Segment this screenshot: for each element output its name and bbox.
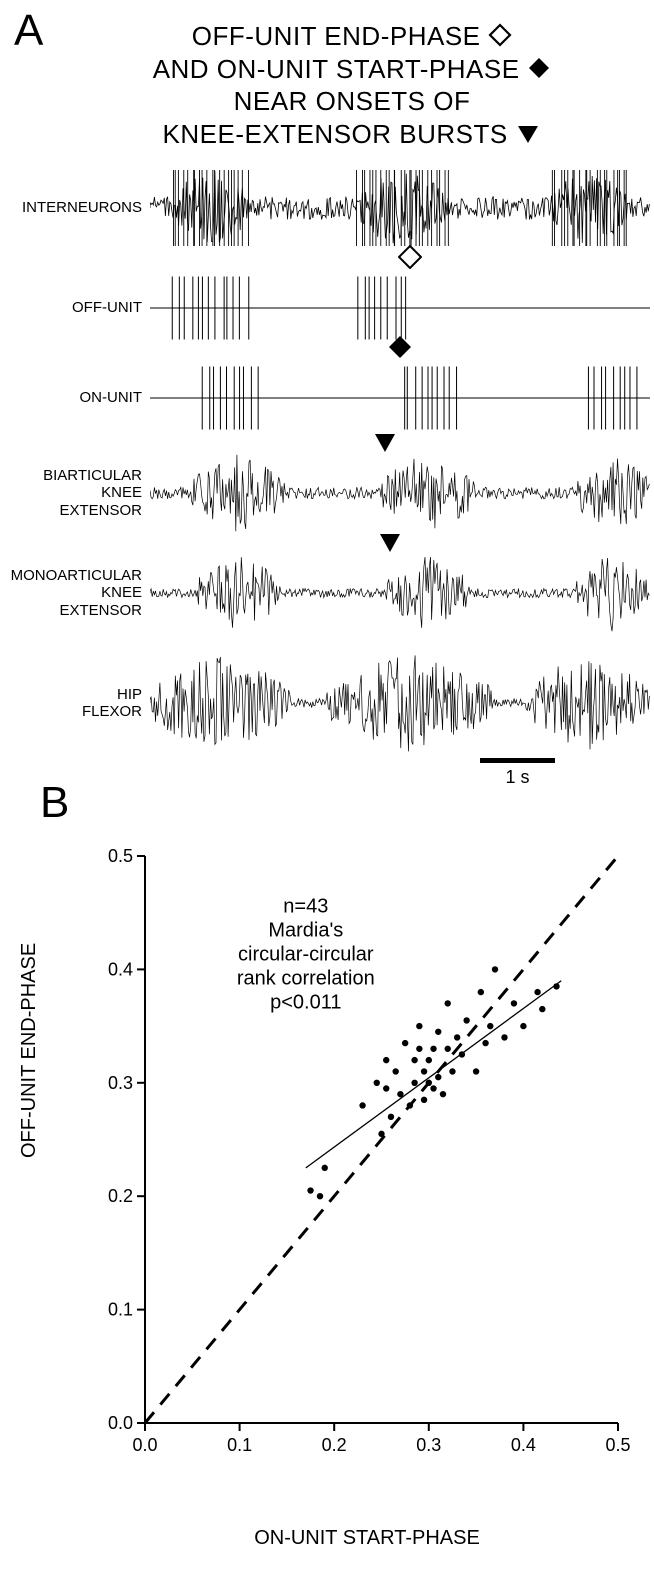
y-axis-label: OFF-UNIT END-PHASE xyxy=(18,943,41,1158)
trace-row: INTERNEURONS xyxy=(0,168,654,248)
svg-text:rank correlation: rank correlation xyxy=(237,968,375,990)
svg-text:circular-circular: circular-circular xyxy=(238,944,374,966)
panel-b: B 0.0 0.1 0.2 0.3 0.4 0.5 0.0 0.1 0.2 0.3 0.4 0.5 n=… xyxy=(0,778,654,1558)
svg-text:0.5: 0.5 xyxy=(108,846,133,866)
svg-text:0.1: 0.1 xyxy=(227,1435,252,1455)
svg-text:0.2: 0.2 xyxy=(108,1186,133,1206)
open-diamond-icon xyxy=(398,245,422,274)
trace-waveform xyxy=(150,363,654,433)
trace-label: BIARTICULARKNEEEXTENSOR xyxy=(0,467,150,519)
trace-label: OFF-UNIT xyxy=(0,299,150,316)
trace-row: HIPFLEXOR xyxy=(0,653,654,753)
svg-text:n=43: n=43 xyxy=(283,896,328,918)
title-line-4: KNEE-EXTENSOR BURSTS xyxy=(163,119,508,149)
svg-text:0.3: 0.3 xyxy=(108,1073,133,1093)
trace-row: MONOARTICULARKNEEEXTENSOR xyxy=(0,553,654,633)
title-line-1: OFF-UNIT END-PHASE xyxy=(192,21,481,51)
trace-waveform xyxy=(150,553,654,633)
trace-row: BIARTICULARKNEEEXTENSOR xyxy=(0,453,654,533)
filled-diamond-icon xyxy=(388,335,412,364)
title-line-3: NEAR ONSETS OF xyxy=(70,85,634,118)
scatter-svg: 0.0 0.1 0.2 0.3 0.4 0.5 0.0 0.1 0.2 0.3 0.4 0.5 n=43… xyxy=(90,838,630,1478)
trace-row: OFF-UNIT xyxy=(0,273,654,343)
svg-text:0.0: 0.0 xyxy=(108,1413,133,1433)
svg-text:Mardia's: Mardia's xyxy=(268,920,343,942)
trace-label: HIPFLEXOR xyxy=(0,686,150,721)
trace-label: INTERNEURONS xyxy=(0,199,150,216)
svg-text:0.5: 0.5 xyxy=(605,1435,630,1455)
panel-a-title: OFF-UNIT END-PHASE AND ON-UNIT START-PHA… xyxy=(0,0,654,150)
title-line-2: AND ON-UNIT START-PHASE xyxy=(153,54,520,84)
open-diamond-icon xyxy=(488,23,512,47)
trace-waveform xyxy=(150,453,654,533)
trace-area: INTERNEURONS OFF-UNIT ON-UNIT BIARTICULARKN… xyxy=(0,168,654,778)
x-axis-label: ON-UNIT START-PHASE xyxy=(0,1527,654,1550)
svg-text:0.4: 0.4 xyxy=(511,1435,536,1455)
panel-b-label: B xyxy=(40,778,69,828)
down-triangle-icon xyxy=(378,531,402,560)
svg-text:0.0: 0.0 xyxy=(132,1435,157,1455)
down-triangle-icon xyxy=(515,123,541,145)
panel-a-label: A xyxy=(14,6,43,56)
trace-waveform xyxy=(150,273,654,343)
svg-text:0.4: 0.4 xyxy=(108,959,133,979)
svg-text:0.3: 0.3 xyxy=(416,1435,441,1455)
trace-row: ON-UNIT xyxy=(0,363,654,433)
trace-label: ON-UNIT xyxy=(0,389,150,406)
svg-text:p<0.011: p<0.011 xyxy=(270,992,341,1014)
svg-text:0.1: 0.1 xyxy=(108,1300,133,1320)
svg-text:0.2: 0.2 xyxy=(322,1435,347,1455)
down-triangle-icon xyxy=(373,431,397,460)
filled-diamond-icon xyxy=(527,56,551,80)
figure: A OFF-UNIT END-PHASE AND ON-UNIT START-P… xyxy=(0,0,654,1558)
trace-waveform xyxy=(150,168,654,248)
scatter-plot: 0.0 0.1 0.2 0.3 0.4 0.5 0.0 0.1 0.2 0.3 0.4 0.5 n=43… xyxy=(90,838,630,1478)
trace-label: MONOARTICULARKNEEEXTENSOR xyxy=(0,567,150,619)
trace-waveform xyxy=(150,653,654,753)
